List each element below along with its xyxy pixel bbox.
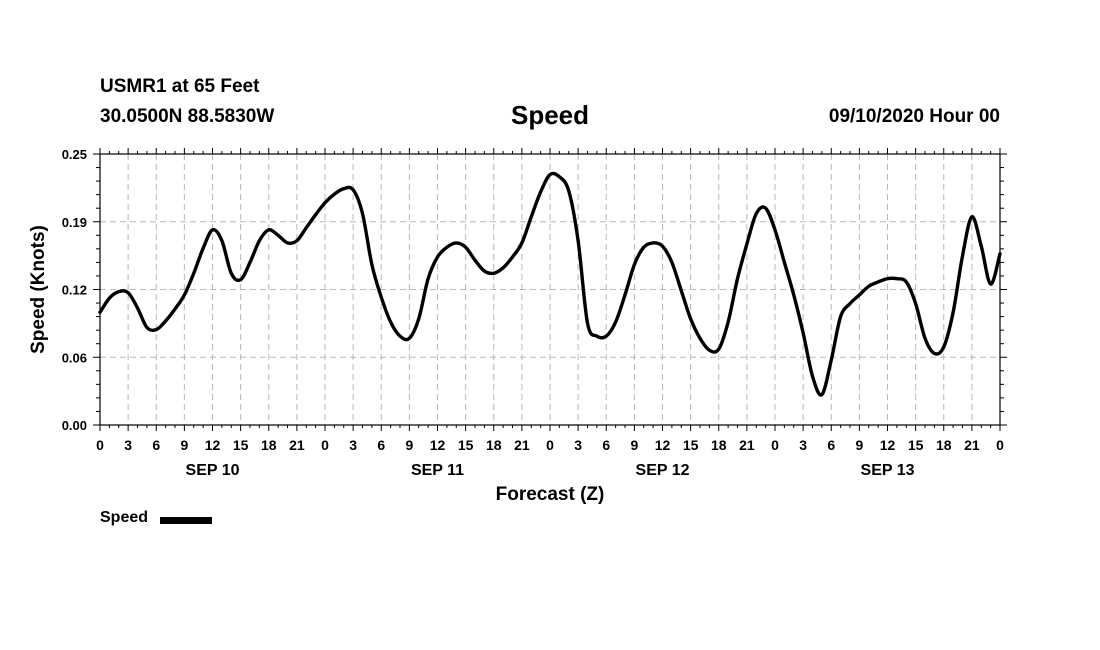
x-tick-label: 3: [124, 437, 132, 453]
x-tick-label: 15: [908, 437, 924, 453]
legend-label: Speed: [100, 509, 149, 526]
x-tick-label: 9: [855, 437, 863, 453]
x-tick-label: 21: [739, 437, 755, 453]
x-tick-label: 6: [377, 437, 385, 453]
x-tick-label: 9: [180, 437, 188, 453]
day-label: SEP 10: [186, 462, 240, 479]
x-tick-label: 15: [233, 437, 249, 453]
x-tick-label: 18: [936, 437, 952, 453]
day-label: SEP 12: [636, 462, 690, 479]
x-tick-label: 18: [486, 437, 502, 453]
day-label: SEP 11: [411, 462, 464, 479]
x-tick-label: 3: [349, 437, 357, 453]
x-tick-label: 0: [96, 437, 104, 453]
day-label: SEP 13: [861, 462, 915, 479]
y-tick-label: 0.19: [62, 215, 87, 230]
x-tick-label: 18: [711, 437, 727, 453]
x-tick-label: 21: [964, 437, 980, 453]
plot-frame: [99, 153, 1001, 426]
y-axis-label: Speed (Knots): [28, 225, 49, 354]
y-tick-label: 0.25: [62, 147, 87, 162]
x-tick-label: 3: [574, 437, 582, 453]
x-tick-label: 0: [546, 437, 554, 453]
x-tick-label: 18: [261, 437, 277, 453]
x-tick-label: 12: [880, 437, 896, 453]
x-tick-label: 12: [655, 437, 671, 453]
forecast-run-time: 09/10/2020 Hour 00: [828, 106, 1000, 127]
x-tick-label: 12: [205, 437, 221, 453]
y-tick-labels: 0.00 0.06 0.12 0.19 0.25: [62, 147, 87, 433]
x-tick-label: 0: [996, 437, 1004, 453]
x-tick-label: 15: [458, 437, 474, 453]
series-layer: [98, 171, 1002, 397]
y-tick-label: 0.06: [62, 350, 87, 365]
grid-lines: [100, 154, 1000, 425]
x-tick-label: 15: [683, 437, 699, 453]
x-tick-label: 21: [289, 437, 305, 453]
x-tick-label: 9: [405, 437, 413, 453]
chart-title: Speed: [510, 100, 590, 130]
x-tick-label: 6: [827, 437, 835, 453]
x-axis-label: Forecast (Z): [496, 484, 605, 505]
x-tick-label: 12: [430, 437, 446, 453]
x-tick-label: 9: [630, 437, 638, 453]
y-tick-label: 0.12: [62, 283, 87, 298]
legend-swatch: [160, 517, 212, 524]
x-tick-labels: 0 3 6 9 12 15 18 21 0 3 6 9 12 15 18 21 0 3 6 9 12 15 18 21 0 3 6 9…: [96, 437, 1004, 453]
y-tick-label: 0.00: [62, 418, 87, 433]
station-label: USMR1 at 65 Feet: [100, 76, 260, 97]
station-coordinates: 30.0500N 88.5830W: [100, 106, 275, 127]
x-tick-label: 21: [514, 437, 530, 453]
x-tick-label: 0: [771, 437, 779, 453]
major-ticks: [93, 148, 1007, 431]
x-tick-label: 0: [321, 437, 329, 453]
x-tick-label: 6: [602, 437, 610, 453]
speed-series-line: [98, 171, 1002, 397]
x-tick-label: 3: [799, 437, 807, 453]
day-labels: SEP 10 SEP 11 SEP 12 SEP 13: [186, 462, 915, 479]
x-tick-label: 6: [152, 437, 160, 453]
